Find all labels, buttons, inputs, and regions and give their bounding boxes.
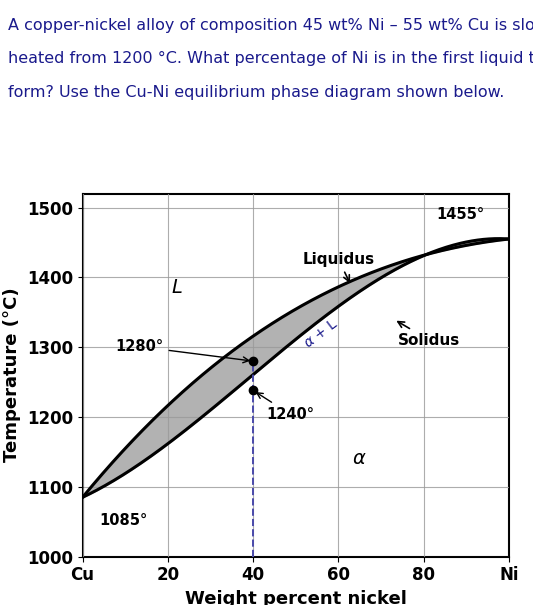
Text: A copper-nickel alloy of composition 45 wt% Ni – 55 wt% Cu is slowly: A copper-nickel alloy of composition 45 … bbox=[8, 18, 533, 33]
Text: $\alpha$: $\alpha$ bbox=[352, 450, 367, 468]
X-axis label: Weight percent nickel: Weight percent nickel bbox=[185, 590, 407, 605]
Text: Liquidus: Liquidus bbox=[302, 252, 375, 281]
Text: $\alpha$ + L: $\alpha$ + L bbox=[302, 316, 341, 351]
Y-axis label: Temperature (°C): Temperature (°C) bbox=[3, 288, 21, 462]
Text: $L$: $L$ bbox=[171, 278, 182, 297]
Text: 1085°: 1085° bbox=[100, 513, 148, 528]
Text: 1455°: 1455° bbox=[437, 206, 484, 221]
Text: heated from 1200 °C. What percentage of Ni is in the first liquid to: heated from 1200 °C. What percentage of … bbox=[8, 51, 533, 67]
Text: form? Use the Cu-Ni equilibrium phase diagram shown below.: form? Use the Cu-Ni equilibrium phase di… bbox=[8, 85, 504, 100]
Text: 1240°: 1240° bbox=[257, 393, 314, 422]
Text: Solidus: Solidus bbox=[398, 322, 461, 348]
Text: 1280°: 1280° bbox=[116, 339, 249, 363]
